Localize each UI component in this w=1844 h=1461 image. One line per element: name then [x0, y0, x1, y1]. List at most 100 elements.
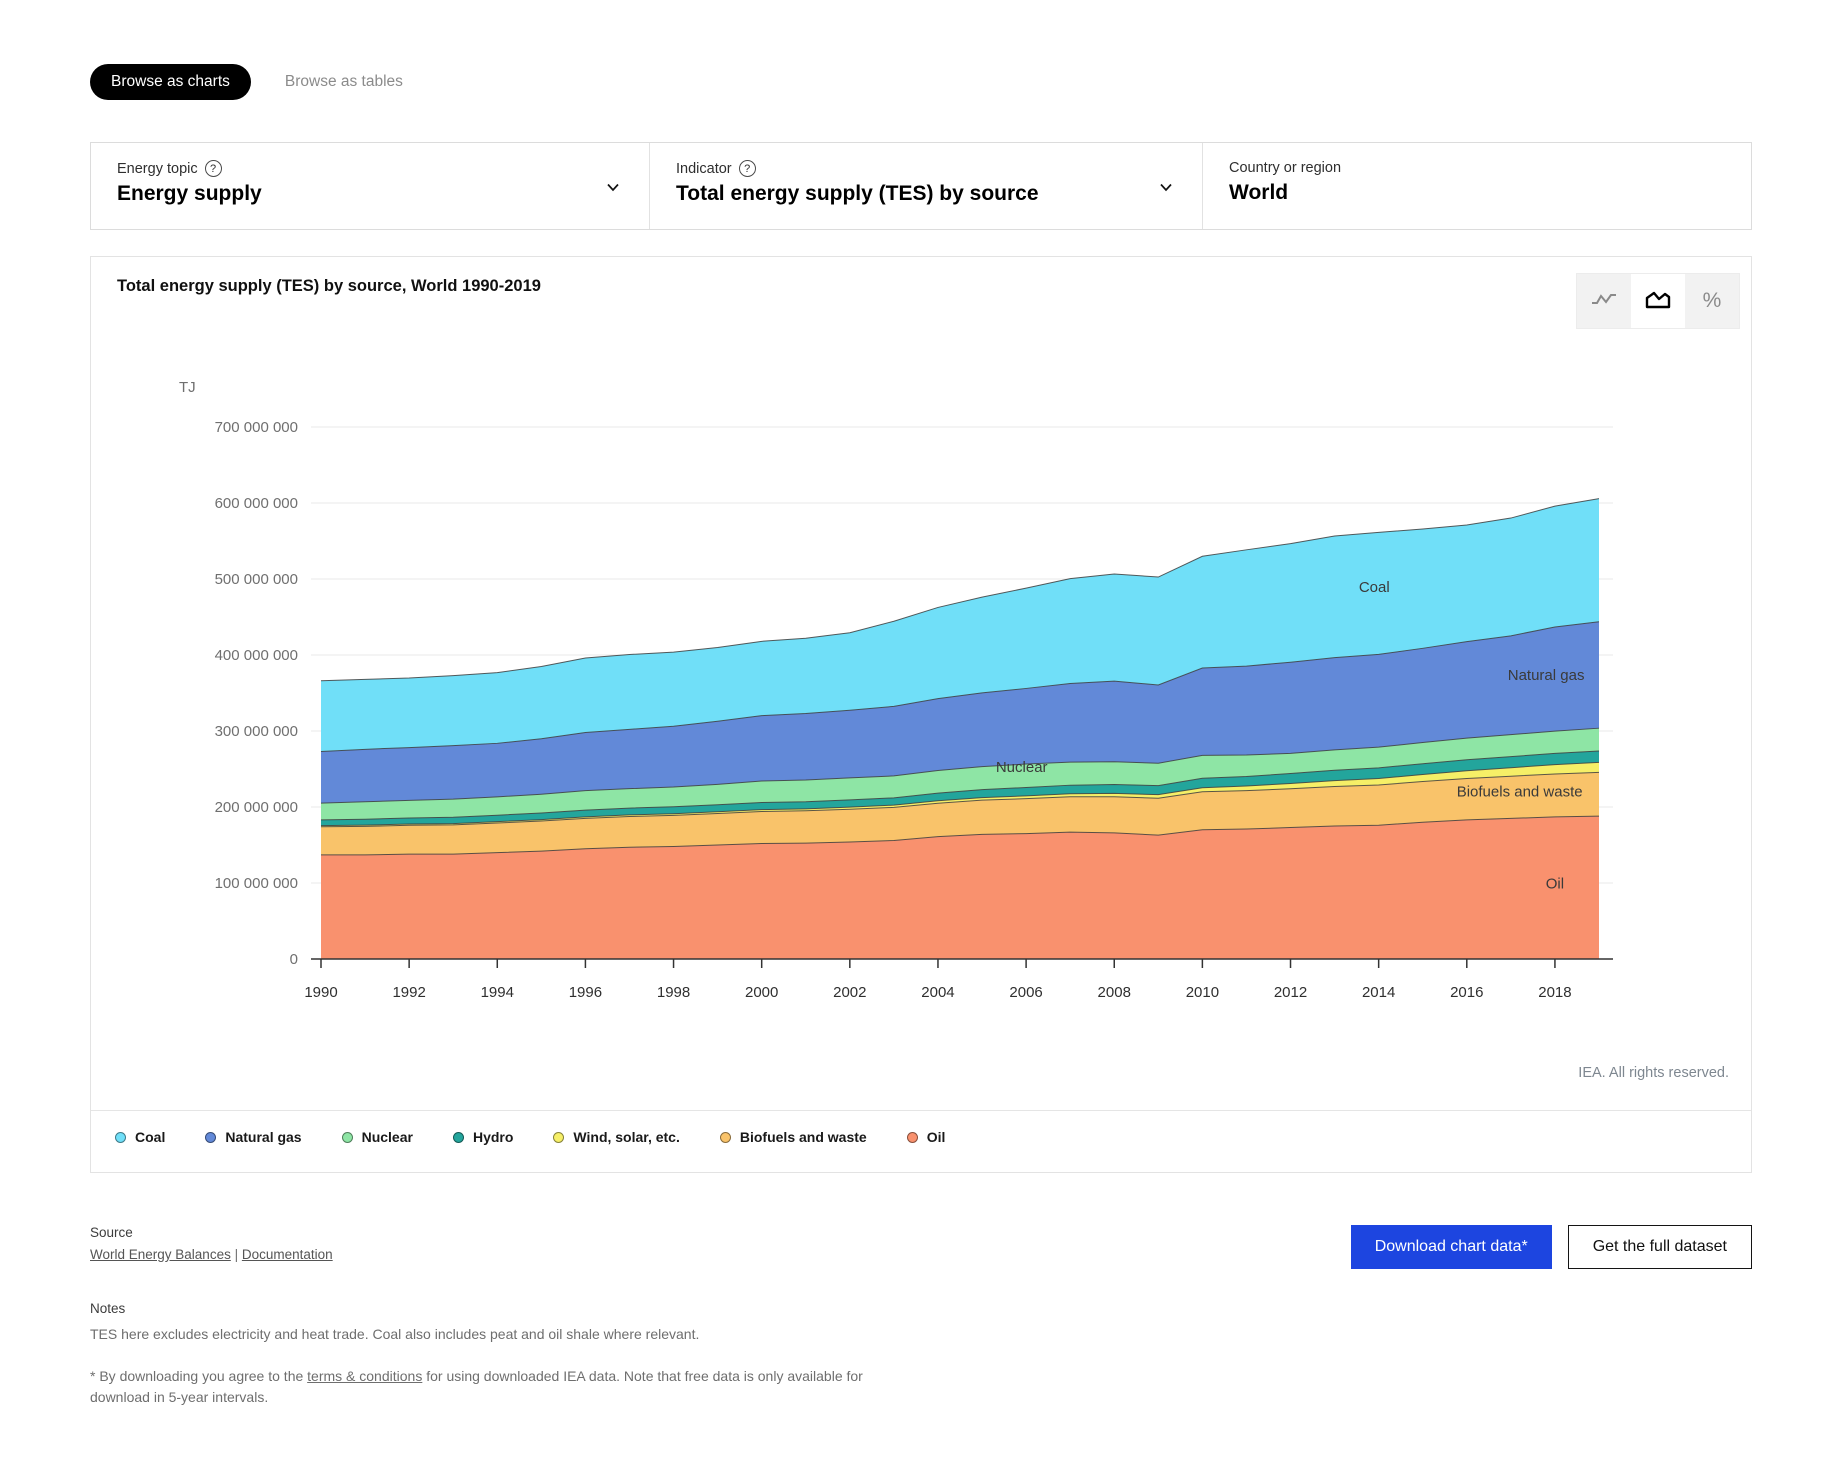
note-tes: TES here excludes electricity and heat t… [90, 1326, 700, 1342]
svg-text:1992: 1992 [392, 984, 425, 1001]
legend-dot-icon [553, 1131, 565, 1143]
legend-label: Coal [135, 1129, 166, 1145]
legend-item[interactable]: Nuclear [341, 1129, 413, 1145]
legend-item[interactable]: Coal [115, 1129, 165, 1145]
svg-text:0: 0 [290, 951, 298, 968]
svg-text:2014: 2014 [1362, 984, 1395, 1001]
below-chart-row: Source World Energy Balances | Documenta… [90, 1225, 1752, 1289]
iea-copyright: IEA. All rights reserved. [1578, 1065, 1729, 1081]
svg-text:300 000 000: 300 000 000 [215, 723, 298, 740]
svg-text:2004: 2004 [921, 984, 954, 1001]
legend-label: Biofuels and waste [739, 1129, 867, 1145]
filter-energy-topic[interactable]: Energy topic ? Energy supply [91, 143, 649, 229]
page: Browse as charts Browse as tables Energy… [90, 0, 1752, 1407]
legend-label: Nuclear [361, 1129, 413, 1145]
chart-type-toggle: % [1576, 273, 1740, 329]
svg-text:2000: 2000 [745, 984, 778, 1001]
note-download-suffix: for using downloaded IEA data. Note that… [90, 1368, 863, 1405]
svg-text:2018: 2018 [1538, 984, 1571, 1001]
svg-text:200 000 000: 200 000 000 [215, 799, 298, 816]
legend-item[interactable]: Oil [906, 1129, 946, 1145]
legend-item[interactable]: Hydro [452, 1129, 514, 1145]
get-full-dataset-button[interactable]: Get the full dataset [1567, 1225, 1752, 1269]
filter-label-text: Energy topic [117, 160, 198, 177]
chart-panel: Total energy supply (TES) by source, Wor… [90, 256, 1752, 1173]
view-tabs: Browse as charts Browse as tables [90, 64, 1752, 100]
svg-text:Nuclear: Nuclear [996, 759, 1048, 776]
svg-text:Coal: Coal [1359, 579, 1390, 596]
filter-energy-topic-value: Energy supply [117, 182, 262, 205]
source-heading: Source [90, 1225, 133, 1240]
filter-energy-topic-label: Energy topic ? [117, 160, 623, 177]
link-terms-conditions[interactable]: terms & conditions [307, 1368, 423, 1385]
filter-indicator-label: Indicator ? [676, 160, 1176, 177]
filter-indicator-value: Total energy supply (TES) by source [676, 182, 1039, 205]
legend-item[interactable]: Wind, solar, etc. [553, 1129, 680, 1145]
source-separator: | [234, 1247, 239, 1262]
help-icon[interactable]: ? [204, 160, 222, 177]
svg-text:400 000 000: 400 000 000 [215, 647, 298, 664]
download-chart-data-button[interactable]: Download chart data* [1350, 1225, 1552, 1269]
filter-label-text: Country or region [1229, 160, 1342, 176]
source-block: Source World Energy Balances | Documenta… [90, 1225, 333, 1262]
filter-label-text: Indicator [676, 160, 732, 177]
svg-text:Biofuels and waste: Biofuels and waste [1457, 783, 1583, 800]
line-chart-button[interactable] [1577, 274, 1631, 328]
legend-dot-icon [906, 1131, 918, 1143]
svg-text:100 000 000: 100 000 000 [215, 875, 298, 892]
tab-browse-as-charts[interactable]: Browse as charts [90, 64, 251, 100]
svg-text:Oil: Oil [1546, 875, 1564, 892]
svg-text:1994: 1994 [481, 984, 514, 1001]
svg-text:700 000 000: 700 000 000 [215, 419, 298, 436]
svg-text:1990: 1990 [304, 984, 337, 1001]
svg-text:1996: 1996 [569, 984, 602, 1001]
legend-dot-icon [341, 1131, 353, 1143]
note-download: * By downloading you agree to the terms … [90, 1366, 870, 1407]
action-buttons: Download chart data* Get the full datase… [1350, 1225, 1752, 1269]
link-world-energy-balances[interactable]: World Energy Balances [90, 1247, 231, 1262]
legend-item[interactable]: Natural gas [205, 1129, 302, 1145]
help-icon[interactable]: ? [738, 160, 756, 177]
tab-browse-as-tables[interactable]: Browse as tables [284, 73, 403, 90]
filter-country-label: Country or region [1229, 160, 1725, 176]
svg-text:2002: 2002 [833, 984, 866, 1001]
svg-text:600 000 000: 600 000 000 [215, 495, 298, 512]
percent-button[interactable]: % [1685, 274, 1739, 328]
area-chart-icon [1643, 288, 1673, 315]
chart-title: Total energy supply (TES) by source, Wor… [117, 277, 541, 295]
svg-text:Natural gas: Natural gas [1508, 667, 1585, 684]
line-chart-icon [1589, 288, 1619, 315]
filter-country-or-region[interactable]: Country or region World [1202, 143, 1751, 229]
legend-label: Wind, solar, etc. [573, 1129, 680, 1145]
legend-label: Oil [926, 1129, 946, 1145]
notes-section: Notes TES here excludes electricity and … [90, 1301, 1752, 1407]
source-links: World Energy Balances | Documentation [90, 1247, 333, 1262]
filter-bar: Energy topic ? Energy supply Indicator ?… [90, 142, 1752, 230]
area-chart-button[interactable] [1631, 274, 1685, 328]
chevron-down-icon [605, 179, 621, 200]
legend-divider [91, 1110, 1751, 1111]
legend-dot-icon [452, 1131, 464, 1143]
filter-indicator[interactable]: Indicator ? Total energy supply (TES) by… [649, 143, 1202, 229]
legend-dot-icon [115, 1131, 126, 1143]
stacked-area-chart: 0 100 000 000 200 000 000 300 000 000 400 00… [179, 379, 1613, 1001]
svg-text:500 000 000: 500 000 000 [215, 571, 298, 588]
svg-text:2006: 2006 [1009, 984, 1042, 1001]
svg-text:2016: 2016 [1450, 984, 1483, 1001]
percent-icon: % [1702, 289, 1722, 312]
chevron-down-icon [1158, 179, 1174, 200]
legend-label: Natural gas [225, 1129, 302, 1145]
svg-text:1998: 1998 [657, 984, 690, 1001]
filter-country-value: World [1229, 181, 1289, 204]
legend-dot-icon [205, 1131, 217, 1143]
notes-heading: Notes [90, 1301, 126, 1316]
svg-text:2008: 2008 [1098, 984, 1131, 1001]
note-download-prefix: * By downloading you agree to the [90, 1368, 308, 1385]
svg-text:2012: 2012 [1274, 984, 1307, 1001]
legend-label: Hydro [472, 1129, 514, 1145]
legend: Coal Natural gas Nuclear Hydro Wind, solar, … [115, 1129, 945, 1145]
link-documentation[interactable]: Documentation [241, 1247, 333, 1262]
legend-item[interactable]: Biofuels and waste [719, 1129, 867, 1145]
legend-dot-icon [719, 1131, 731, 1143]
svg-text:TJ: TJ [179, 379, 196, 396]
